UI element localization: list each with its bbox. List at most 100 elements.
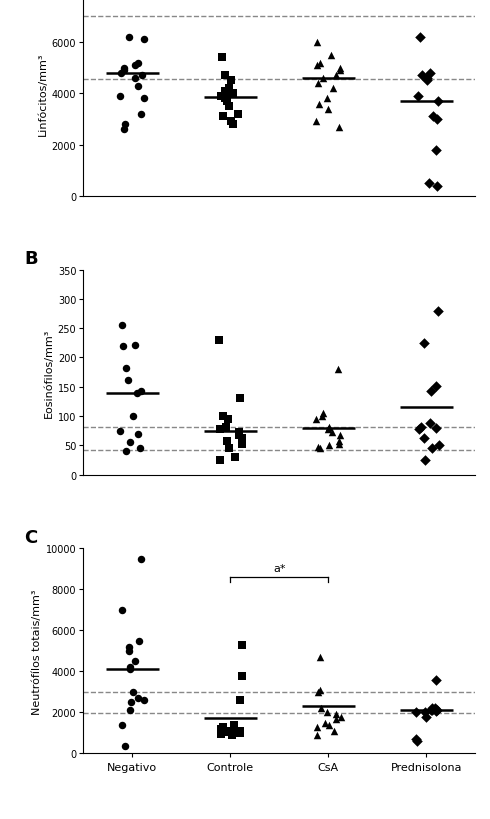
Point (215, 334, 223, 347)
Point (337, 710, 345, 723)
Point (125, 31, 133, 44)
Point (134, 57, 142, 70)
Point (134, 428, 142, 441)
Point (225, 101, 233, 114)
Point (216, 454, 223, 467)
Point (412, 706, 420, 719)
Point (119, 340, 127, 353)
Point (421, 454, 429, 467)
Point (324, 423, 332, 436)
Point (335, 121, 343, 134)
Point (126, 704, 134, 717)
Point (124, 373, 132, 387)
Point (125, 640, 133, 654)
Point (321, 716, 329, 729)
Point (121, 118, 129, 131)
Point (313, 721, 321, 734)
Point (319, 72, 327, 85)
Point (427, 386, 435, 399)
Point (420, 337, 428, 350)
Point (119, 319, 126, 333)
Point (425, 177, 433, 190)
Point (332, 712, 340, 726)
Point (223, 435, 231, 448)
Point (236, 392, 244, 405)
Point (239, 432, 246, 446)
Point (427, 704, 435, 717)
Point (336, 65, 344, 78)
Point (122, 362, 130, 375)
Point (236, 694, 244, 707)
Point (138, 386, 146, 399)
Point (140, 34, 147, 47)
Point (221, 93, 229, 106)
Point (238, 438, 246, 451)
Point (428, 442, 436, 455)
Point (219, 721, 227, 734)
Point (319, 407, 327, 420)
Point (332, 708, 340, 722)
Point (134, 80, 142, 93)
Point (219, 111, 226, 124)
Point (428, 702, 436, 715)
Point (313, 36, 320, 49)
Point (236, 726, 244, 740)
Point (432, 379, 440, 392)
Point (316, 57, 324, 70)
Point (234, 108, 242, 121)
Point (417, 70, 425, 83)
Point (218, 727, 225, 740)
Point (131, 72, 139, 85)
Point (129, 410, 137, 423)
Point (126, 437, 134, 450)
Point (423, 75, 431, 88)
Text: B: B (24, 250, 38, 268)
Point (426, 67, 434, 80)
Y-axis label: Linfócitos/mm³: Linfócitos/mm³ (38, 52, 48, 136)
Point (317, 702, 325, 715)
Point (219, 410, 227, 423)
Point (120, 65, 127, 78)
Point (235, 428, 243, 441)
Point (327, 49, 335, 62)
Point (129, 686, 137, 699)
Point (433, 179, 441, 192)
Point (329, 83, 337, 96)
Point (433, 422, 441, 435)
Point (140, 93, 148, 106)
Point (325, 718, 333, 731)
Point (118, 604, 126, 617)
Point (325, 439, 333, 452)
Point (332, 70, 340, 83)
Point (325, 420, 333, 433)
Point (316, 442, 324, 455)
Point (227, 75, 235, 88)
Point (231, 726, 239, 740)
Point (238, 669, 245, 682)
Point (117, 424, 124, 437)
Point (225, 724, 233, 737)
Point (337, 428, 344, 441)
Point (138, 70, 146, 83)
Point (136, 442, 144, 455)
Point (312, 413, 319, 426)
Point (426, 417, 434, 430)
Point (416, 420, 424, 433)
Point (116, 90, 124, 103)
Point (323, 93, 331, 106)
Point (127, 695, 135, 708)
Point (221, 85, 229, 98)
Point (434, 95, 442, 108)
Y-axis label: Eosinófilos/mm³: Eosinófilos/mm³ (44, 328, 53, 417)
Point (219, 52, 226, 65)
Point (434, 305, 442, 318)
Point (314, 441, 322, 454)
Point (433, 144, 441, 157)
Point (323, 706, 331, 719)
Point (235, 427, 243, 440)
Point (126, 663, 134, 676)
Point (336, 62, 343, 75)
Point (415, 423, 423, 436)
Point (422, 710, 430, 723)
Point (137, 552, 145, 565)
